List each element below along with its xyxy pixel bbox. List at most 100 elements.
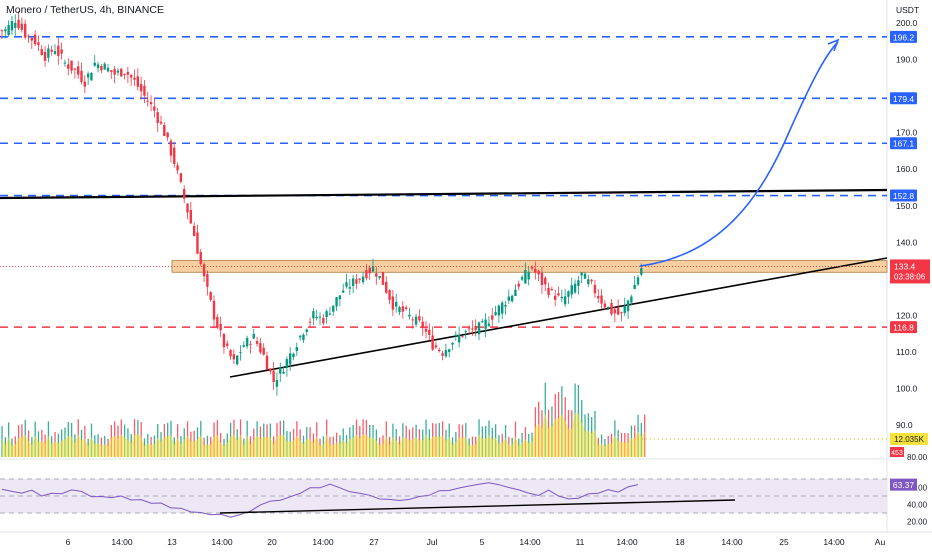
candle-body [288, 353, 292, 365]
candle-body [570, 285, 573, 295]
candle-body [126, 71, 130, 75]
candle-body [504, 304, 507, 307]
candle-body [341, 290, 345, 293]
candle-body [467, 328, 471, 330]
candle-body [136, 76, 140, 87]
candle-body [457, 334, 461, 343]
candle-body [573, 283, 577, 293]
rsi-tick: 40.00 [907, 501, 928, 510]
time-tick: 20 [267, 537, 277, 547]
candle-body [279, 367, 282, 374]
candle-body [23, 23, 27, 38]
candle-body [192, 225, 196, 237]
level-badge [890, 30, 917, 43]
candle-body [471, 328, 474, 330]
candle-body [378, 275, 381, 279]
candle-body [544, 277, 547, 285]
candle-body [60, 49, 63, 54]
candle-body [626, 300, 630, 312]
candle-body [630, 296, 633, 303]
candle-body [517, 283, 520, 287]
candle-body [388, 290, 391, 300]
candle-body [14, 22, 17, 28]
level-badge [890, 137, 917, 150]
candle-body [361, 276, 365, 283]
volume-badge [890, 433, 928, 445]
candle-body [510, 295, 514, 302]
candle-body [209, 292, 212, 300]
candle-body [67, 64, 70, 69]
candle-body [219, 323, 222, 331]
volume-bar [644, 414, 646, 457]
candle-body [434, 345, 438, 348]
candle-body [272, 370, 275, 382]
candle-body [355, 279, 358, 284]
candle-body [123, 73, 126, 75]
candle-body [0, 30, 4, 32]
projection-curve [639, 41, 839, 267]
candle-body [640, 268, 643, 275]
candle-body [196, 232, 199, 254]
candle-body [520, 277, 524, 280]
candle-body [500, 302, 504, 314]
time-tick: 14:00 [519, 537, 541, 547]
candle-body [232, 354, 236, 360]
level-label: 196.2 [893, 32, 915, 42]
candle-body [633, 284, 636, 290]
candle-body [182, 188, 186, 199]
candle-body [159, 121, 163, 124]
level-label: 152.8 [893, 191, 915, 201]
candle-body [577, 280, 580, 286]
candle-body [285, 359, 289, 369]
candle-body [90, 72, 93, 81]
candle-body [593, 284, 597, 294]
candle-body [477, 322, 481, 335]
candle-body [454, 334, 458, 337]
candle-body [636, 277, 640, 285]
candle-body [547, 287, 550, 296]
candle-body [179, 173, 183, 182]
candle-body [249, 343, 252, 345]
price-tick: 140.0 [896, 237, 918, 247]
candle-body [302, 334, 305, 341]
candle-body [20, 23, 24, 30]
candle-body [371, 266, 375, 272]
candle-body [603, 303, 607, 308]
candle-body [398, 307, 401, 313]
candle-body [186, 203, 189, 213]
candle-body [534, 268, 537, 273]
resistance-line [0, 188, 888, 200]
candle-body [113, 69, 116, 75]
candle-body [590, 279, 593, 282]
candle-body [606, 306, 610, 309]
candle-body [351, 278, 355, 286]
rsi-value-label: 63.37 [893, 480, 915, 490]
rsi-tick: 80.00 [907, 453, 928, 462]
candle-body [583, 273, 587, 279]
candle-body [106, 67, 110, 72]
candle-body [7, 24, 10, 35]
candle-body [86, 73, 90, 78]
candle-body [537, 270, 540, 275]
candle-body [600, 295, 603, 304]
candle-body [252, 333, 255, 339]
candle-body [381, 272, 385, 285]
candle-body [262, 347, 265, 355]
candle-body [47, 48, 50, 58]
candle-body [275, 380, 279, 387]
candle-body [149, 102, 153, 105]
time-tick: 14:00 [211, 537, 233, 547]
time-tick: 11 [576, 537, 585, 547]
currency-label: USDT [896, 5, 919, 15]
candle-body [33, 34, 37, 45]
candle-body [401, 306, 405, 312]
candle-body [259, 343, 262, 353]
candle-body [438, 349, 441, 352]
support-trendline [229, 257, 888, 378]
candle-body [40, 49, 43, 55]
time-tick: Au [875, 537, 886, 547]
rsi-trendline [219, 499, 736, 514]
